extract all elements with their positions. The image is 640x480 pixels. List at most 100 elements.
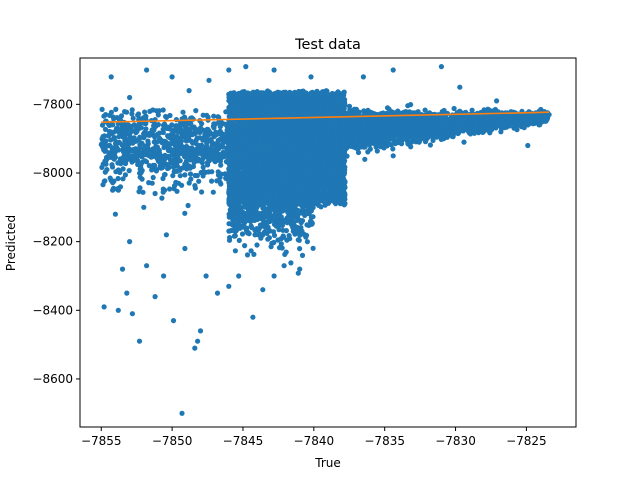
data-point [170,161,176,167]
data-point [157,135,163,141]
data-point [220,121,226,127]
data-point [160,107,166,113]
data-point [115,160,121,166]
data-point [214,147,220,153]
data-point [135,161,141,168]
data-point [162,152,168,158]
data-point [173,145,179,151]
data-point [186,180,192,186]
data-point [176,180,182,186]
data-point [140,189,146,195]
chart-title: Test data [294,37,361,53]
data-point [118,113,125,119]
data-point [152,149,158,155]
data-point [143,143,149,149]
data-point [146,163,152,169]
data-point [167,112,173,119]
data-point [220,144,226,150]
data-point [101,133,107,139]
data-point [114,186,120,192]
data-point [191,159,197,166]
data-point [201,151,207,157]
data-point [122,143,128,150]
data-point [160,159,166,166]
data-point [132,157,138,163]
data-point [99,106,105,112]
data-point [129,148,135,154]
data-point [200,112,206,118]
data-point [180,165,186,171]
data-point [150,162,156,168]
data-point [101,147,107,153]
data-point [182,133,188,139]
data-point [201,168,207,175]
data-point [129,107,135,113]
data-point [209,178,215,184]
data-point [182,172,188,178]
data-point [163,139,169,145]
data-point [120,166,126,172]
data-point [210,189,216,195]
data-point [142,109,148,115]
data-point [165,133,171,139]
data-point [150,174,156,181]
data-point [105,133,111,139]
data-point [187,120,193,126]
data-point [135,111,142,117]
data-point [102,178,108,184]
data-point [107,152,113,158]
data-point [116,134,122,140]
data-point [205,162,211,168]
data-point [111,156,117,162]
data-point [218,162,224,168]
data-point [199,189,205,195]
data-point [131,122,137,128]
data-point [148,154,154,160]
data-point [160,126,166,132]
data-point [114,125,121,131]
data-point [206,150,212,156]
data-point [187,171,194,177]
data-point [180,109,186,115]
data-point [139,140,145,146]
data-point [170,173,176,179]
data-point [162,171,168,178]
data-point [147,132,153,138]
data-point [205,114,211,120]
data-point [120,176,126,182]
data-point [187,157,193,163]
data-point [185,202,191,209]
data-point [175,154,181,161]
data-point [108,109,114,115]
data-point [221,151,227,157]
data-point [200,164,206,170]
data-point [115,175,121,182]
data-point [146,180,152,186]
data-point [173,168,179,174]
data-point [164,124,170,130]
data-point [136,137,142,143]
data-point [138,170,144,176]
data-point [107,175,113,181]
data-point [188,176,194,182]
data-point [185,151,191,157]
data-point [216,119,222,125]
data-point [175,124,181,130]
data-point [189,115,195,121]
data-point [215,114,221,120]
data-point [189,140,195,146]
data-point [211,125,217,131]
data-point [137,174,143,180]
data-point [166,144,172,151]
data-point [206,132,212,138]
data-point [208,139,215,145]
data-point [131,136,137,142]
data-point [109,164,116,170]
data-point [199,146,206,152]
data-point [159,195,165,201]
data-point [113,139,119,145]
data-point [114,146,121,152]
data-point [117,129,123,135]
data-point [153,123,159,129]
data-point [100,182,106,188]
